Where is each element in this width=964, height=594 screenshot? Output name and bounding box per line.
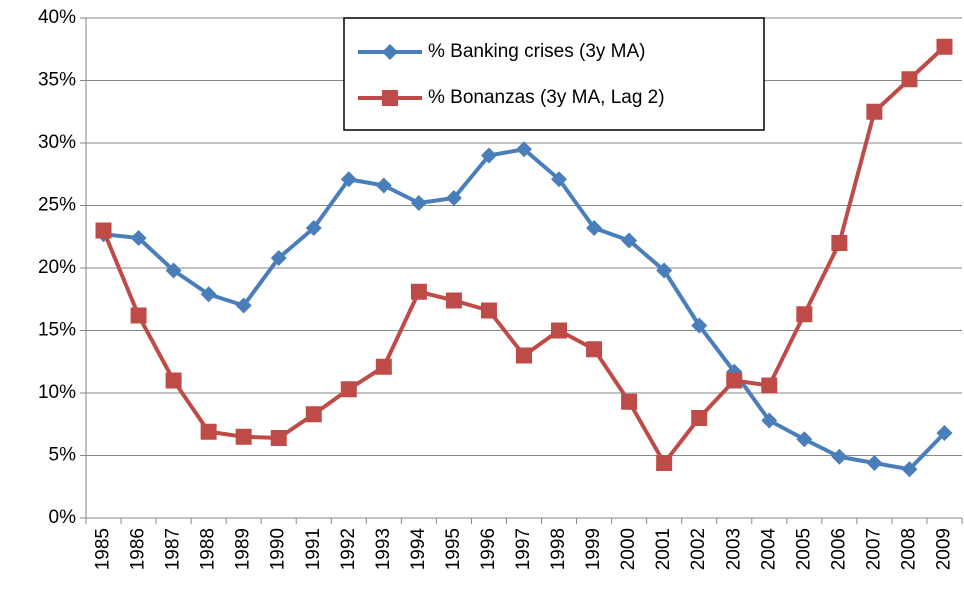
series — [95, 38, 953, 471]
x-tick-label: 2001 — [653, 528, 674, 570]
x-tick-label: 1989 — [233, 528, 254, 570]
marker — [831, 235, 848, 251]
x-tick-label: 2004 — [758, 528, 779, 571]
x-tick-label: 1996 — [478, 528, 499, 570]
marker — [235, 428, 252, 445]
marker — [621, 232, 638, 249]
y-tick-label: 25% — [38, 195, 76, 216]
series — [95, 141, 953, 478]
marker — [761, 412, 778, 429]
marker — [936, 38, 953, 55]
x-tick-label: 1999 — [583, 528, 604, 570]
x-tick-label: 1992 — [338, 528, 359, 570]
x-tick-label: 2003 — [723, 528, 744, 570]
marker — [375, 358, 392, 375]
x-tick-label: 1990 — [268, 528, 289, 570]
x-tick-label: 1994 — [408, 528, 429, 571]
x-tick-label: 1988 — [198, 528, 219, 570]
marker — [305, 406, 322, 423]
marker — [410, 195, 427, 211]
y-tick-label: 35% — [38, 70, 76, 91]
legend-label: % Banking crises (3y MA) — [428, 41, 646, 62]
y-tick-label: 20% — [38, 257, 76, 278]
legend-box — [343, 17, 765, 131]
marker — [936, 425, 953, 441]
legend-label: % Bonanzas (3y MA, Lag 2) — [428, 87, 665, 108]
marker — [95, 222, 112, 239]
y-tick-label: 5% — [49, 445, 77, 466]
marker — [410, 283, 427, 300]
marker — [796, 431, 813, 448]
marker — [200, 423, 217, 440]
x-tick-label: 1986 — [128, 528, 149, 570]
marker — [382, 44, 398, 60]
marker — [551, 322, 568, 339]
marker — [691, 317, 708, 334]
x-tick-label: 2005 — [793, 528, 814, 570]
x-tick-label: 1985 — [93, 528, 114, 570]
x-tick-label: 2006 — [828, 528, 849, 570]
marker — [866, 455, 883, 471]
marker — [305, 220, 322, 236]
marker — [551, 171, 568, 188]
marker — [340, 381, 357, 398]
marker — [656, 262, 673, 279]
marker — [901, 71, 918, 88]
marker — [375, 177, 392, 194]
y-tick-label: 40% — [38, 7, 76, 28]
marker — [621, 393, 638, 410]
x-tick-label: 1993 — [373, 528, 394, 570]
marker — [516, 141, 532, 158]
x-tick-label: 1997 — [513, 528, 534, 570]
marker — [382, 90, 398, 106]
marker — [130, 230, 147, 246]
marker — [726, 372, 743, 389]
y-tick-label: 15% — [38, 320, 76, 341]
y-tick-label: 0% — [49, 507, 77, 528]
y-tick-label: 10% — [38, 382, 76, 403]
marker — [235, 297, 252, 314]
marker — [130, 307, 147, 324]
marker — [165, 372, 182, 389]
marker — [656, 455, 673, 471]
x-tick-label: 2007 — [863, 528, 884, 570]
marker — [165, 262, 182, 279]
marker — [796, 306, 813, 323]
series-line — [103, 147, 946, 472]
marker — [270, 430, 287, 446]
marker — [761, 377, 778, 394]
y-tick-label: 30% — [38, 132, 76, 153]
x-tick-label: 1995 — [443, 528, 464, 570]
marker — [691, 410, 708, 426]
x-tick-label: 2009 — [933, 528, 954, 570]
marker — [516, 347, 532, 364]
marker — [200, 286, 217, 303]
marker — [340, 171, 357, 188]
x-tick-label: 2000 — [618, 528, 639, 570]
marker — [445, 190, 462, 206]
marker — [866, 103, 883, 120]
x-tick-label: 1987 — [163, 528, 184, 570]
marker — [901, 461, 918, 478]
marker — [831, 448, 848, 465]
x-tick-label: 2008 — [898, 528, 919, 570]
marker — [586, 341, 603, 358]
x-tick-label: 1998 — [548, 528, 569, 570]
x-tick-label: 2002 — [688, 528, 709, 570]
x-tick-label: 1991 — [303, 528, 324, 570]
marker — [480, 302, 497, 319]
marker — [445, 292, 462, 309]
marker — [270, 250, 287, 266]
marker — [480, 147, 497, 164]
marker — [586, 220, 603, 236]
